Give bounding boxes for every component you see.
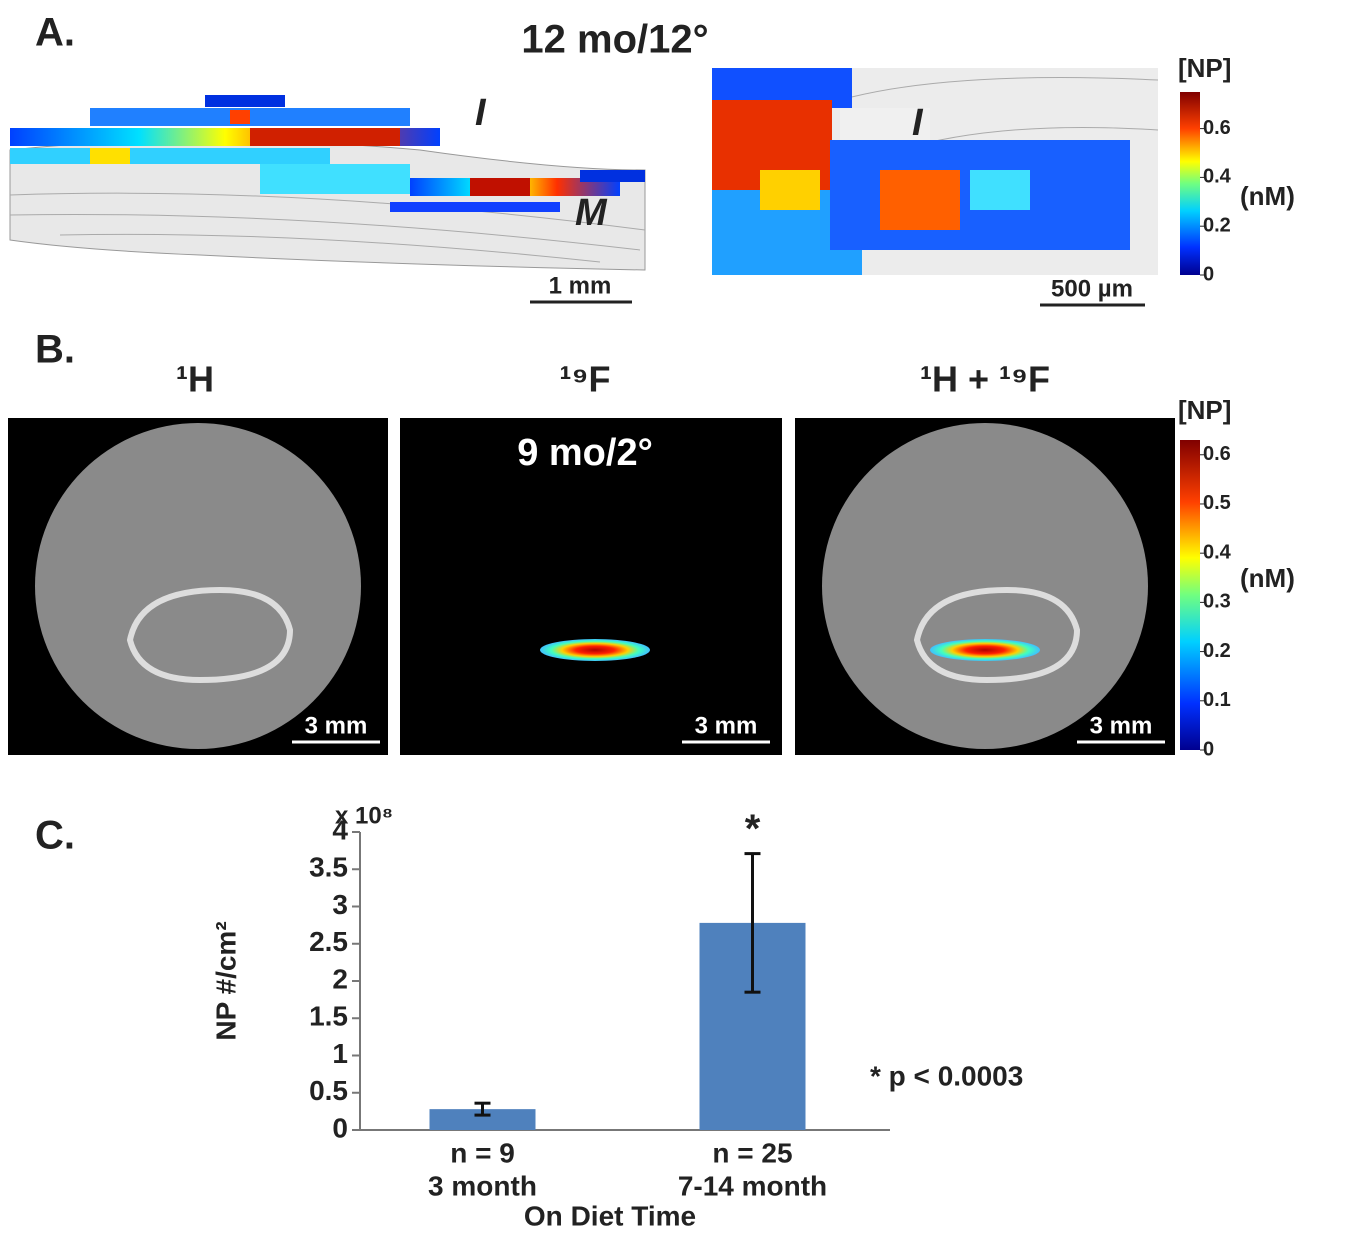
image-title: ¹⁹F bbox=[559, 359, 610, 400]
colorbar-tick-label: 0.6 bbox=[1203, 443, 1231, 465]
colorbar-tick-label: 0.1 bbox=[1203, 689, 1231, 711]
image-title: ¹H bbox=[176, 359, 214, 400]
x-tick-label: 3 month bbox=[428, 1170, 537, 1201]
colorbar-title: [NP] bbox=[1178, 53, 1231, 83]
image-label: I bbox=[912, 102, 924, 144]
colorbar-tick-label: 0 bbox=[1203, 738, 1214, 760]
y-multiplier: x 10⁸ bbox=[335, 802, 393, 829]
panel-title: 12 mo/12° bbox=[521, 18, 708, 62]
panel-a-left-image bbox=[9, 95, 646, 271]
colorbar-tick-label: 0.2 bbox=[1203, 214, 1231, 236]
y-axis-label: NP #/cm² bbox=[210, 921, 241, 1040]
bar bbox=[429, 1109, 536, 1130]
image-label: I bbox=[475, 92, 487, 134]
panel-label: A. bbox=[35, 11, 75, 55]
y-tick-label: 2.5 bbox=[309, 926, 348, 957]
scale-label: 500 µm bbox=[1051, 275, 1133, 302]
colorbar-tick-label: 0.4 bbox=[1203, 166, 1232, 188]
n-label: n = 25 bbox=[712, 1137, 792, 1168]
colorbar-title: [NP] bbox=[1178, 395, 1231, 425]
y-tick-label: 1.5 bbox=[309, 1001, 348, 1032]
scale-label: 3 mm bbox=[695, 712, 758, 739]
colorbar-unit: (nM) bbox=[1240, 181, 1295, 211]
scale-label: 3 mm bbox=[305, 712, 368, 739]
panel-label: B. bbox=[35, 328, 75, 372]
image-title: ¹H + ¹⁹F bbox=[920, 359, 1050, 400]
panel-a-right-image bbox=[712, 68, 1159, 275]
colorbar bbox=[1180, 440, 1200, 750]
image-label: M bbox=[575, 192, 608, 234]
colorbar-tick-label: 0 bbox=[1203, 263, 1214, 285]
y-tick-label: 4 bbox=[332, 814, 348, 845]
y-tick-label: 0.5 bbox=[309, 1075, 348, 1106]
significance: * bbox=[745, 807, 761, 851]
n-label: n = 9 bbox=[450, 1137, 515, 1168]
colorbar-tick-label: 0.4 bbox=[1203, 541, 1232, 563]
y-tick-label: 3 bbox=[332, 889, 348, 920]
colorbar-tick-label: 0.6 bbox=[1203, 117, 1231, 139]
colorbar-unit: (nM) bbox=[1240, 563, 1295, 593]
x-axis-label: On Diet Time bbox=[524, 1200, 696, 1231]
y-tick-label: 1 bbox=[332, 1038, 348, 1069]
panel-label: C. bbox=[35, 814, 75, 858]
colorbar-tick-label: 0.3 bbox=[1203, 591, 1231, 613]
scale-label: 3 mm bbox=[1090, 712, 1153, 739]
y-tick-label: 0 bbox=[332, 1112, 348, 1143]
panel-b-images bbox=[8, 300, 1175, 755]
colorbar-tick-label: 0.5 bbox=[1203, 492, 1231, 514]
note: * p < 0.0003 bbox=[870, 1060, 1023, 1091]
x-tick-label: 7-14 month bbox=[678, 1170, 827, 1201]
image-inset: 9 mo/2° bbox=[517, 432, 653, 474]
y-tick-label: 2 bbox=[332, 963, 348, 994]
y-tick-label: 3.5 bbox=[309, 852, 348, 883]
scale-label: 1 mm bbox=[549, 272, 612, 299]
colorbar bbox=[1180, 92, 1200, 275]
colorbar-tick-label: 0.2 bbox=[1203, 640, 1231, 662]
